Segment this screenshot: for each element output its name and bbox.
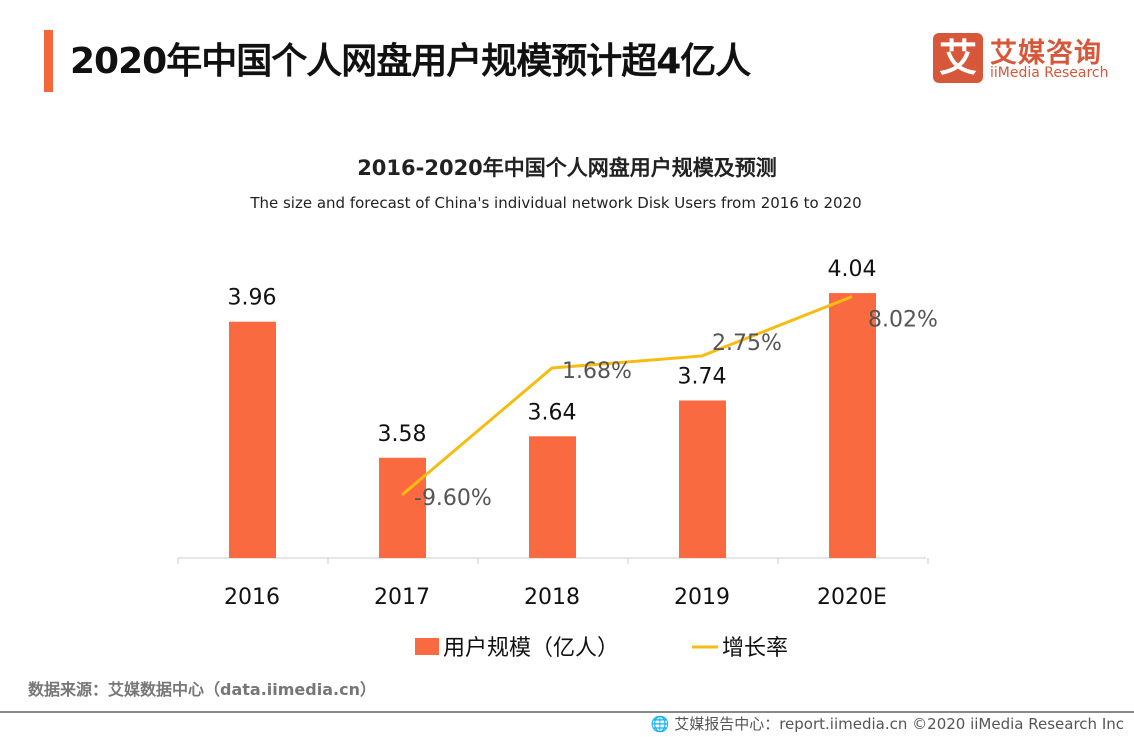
- x-tick-label: 2020E: [817, 585, 887, 610]
- line-label: 2.75%: [712, 331, 782, 356]
- bar-label: 3.96: [228, 286, 277, 311]
- page-title: 2020年中国个人网盘用户规模预计超4亿人: [70, 41, 751, 82]
- line-label: -9.60%: [414, 486, 492, 511]
- legend-label: 用户规模（亿人）: [443, 636, 619, 661]
- source-note: 数据来源：艾媒数据中心（data.iimedia.cn）: [28, 680, 376, 699]
- logo: 艾 艾媒咨询 iiMedia Research: [933, 33, 1134, 88]
- line-label: 1.68%: [562, 359, 632, 384]
- x-tick-label: 2017: [374, 585, 430, 610]
- line-label: 8.02%: [868, 308, 938, 333]
- bar: [229, 321, 276, 558]
- chart-title: 2016-2020年中国个人网盘用户规模及预测: [357, 156, 777, 180]
- footer-text: 艾媒报告中心：report.iimedia.cn ©2020 iiMedia R…: [674, 715, 1124, 733]
- chart-subtitle: The size and forecast of China's individ…: [250, 194, 862, 212]
- bar: [679, 400, 726, 558]
- bar: [529, 436, 576, 558]
- globe-icon: 🌐: [650, 715, 675, 733]
- bar-label: 4.04: [828, 257, 877, 282]
- footer-credit: 🌐 艾媒报告中心：report.iimedia.cn ©2020 iiMedia…: [651, 713, 1124, 734]
- logo-en: iiMedia Research: [990, 65, 1109, 81]
- divider: [0, 711, 1134, 713]
- bar-label: 3.58: [378, 422, 427, 447]
- bar: [379, 457, 426, 558]
- growth-line: [401, 295, 853, 497]
- x-tick-label: 2016: [224, 585, 280, 610]
- x-tick-label: 2019: [674, 585, 730, 610]
- legend-swatch-bar: [415, 638, 439, 655]
- bar-label: 3.74: [678, 364, 727, 389]
- logo-mark: 艾: [933, 33, 983, 83]
- x-tick-label: 2018: [524, 585, 580, 610]
- logo-cn: 艾媒咨询: [990, 38, 1102, 69]
- title-accent: [44, 30, 53, 92]
- bar-label: 3.64: [528, 400, 577, 425]
- legend-label: 增长率: [722, 636, 788, 661]
- bar: [829, 293, 876, 558]
